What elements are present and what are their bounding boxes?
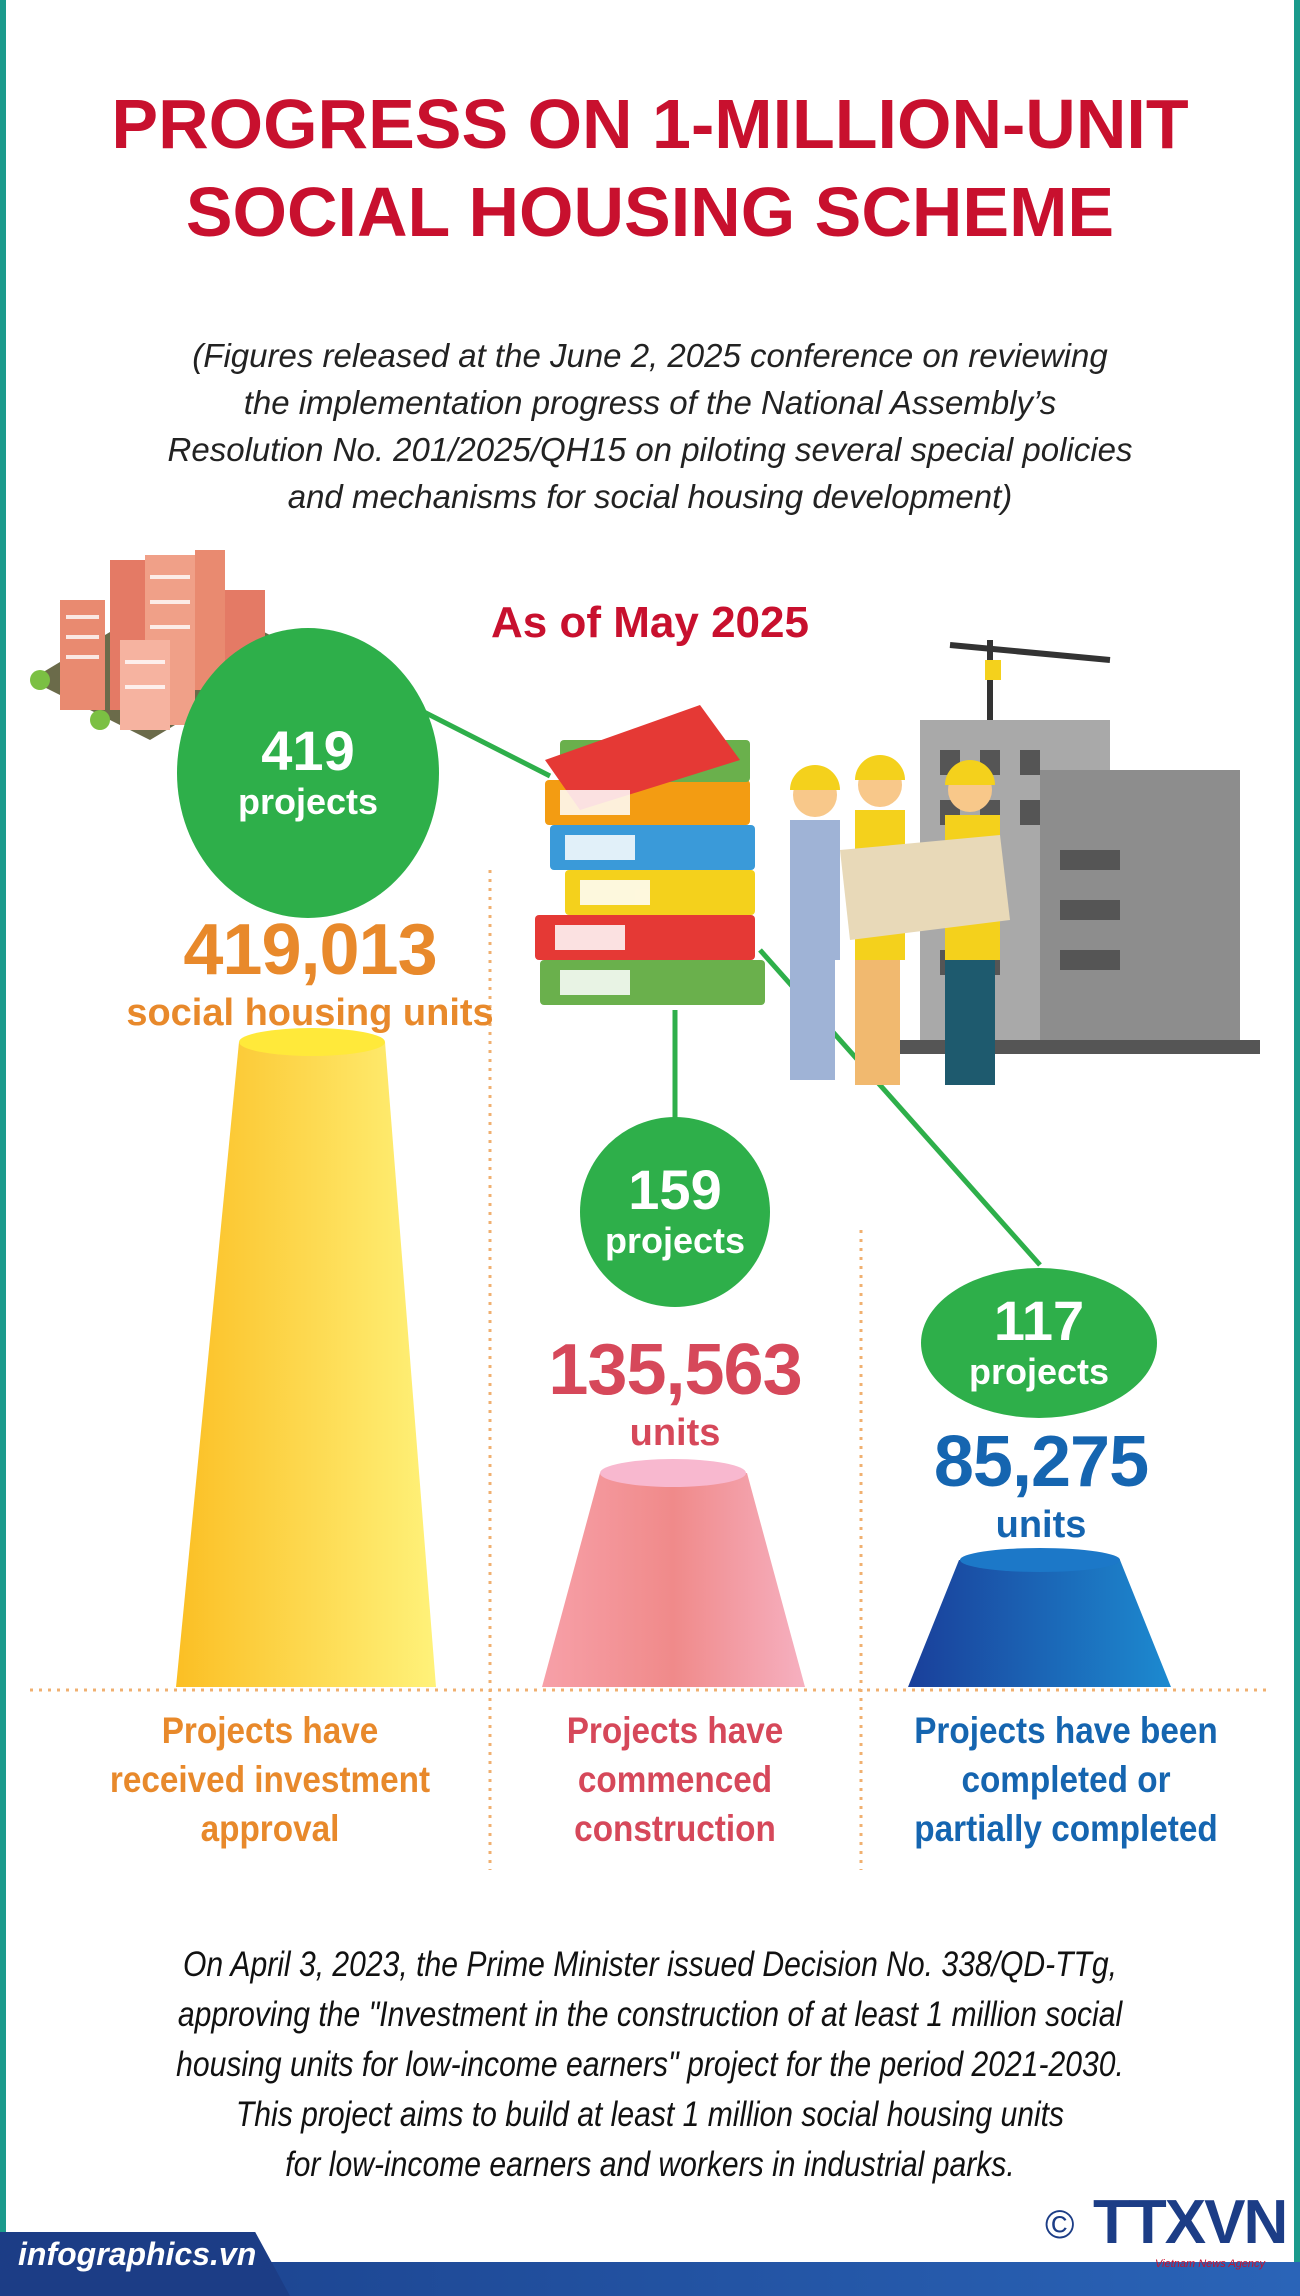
- footer-tab: [0, 2232, 290, 2296]
- subtitle-line: Resolution No. 201/2025/QH15 on piloting…: [167, 431, 1133, 468]
- stage-approved-label: Projects have received investment approv…: [40, 1706, 500, 1853]
- bubble-commenced-projects: 159 projects: [580, 1117, 770, 1307]
- subtitle-line: (Figures released at the June 2, 2025 co…: [192, 337, 1108, 374]
- label-line: Projects have: [161, 1710, 379, 1751]
- projects-label: projects: [968, 1351, 1110, 1392]
- units-label: units: [995, 1504, 1087, 1546]
- units-value: 135,563: [548, 1330, 802, 1410]
- stage-completed-label: Projects have been completed or partiall…: [861, 1706, 1271, 1853]
- cone-completed: [908, 1548, 1171, 1687]
- construction-scene-icon: [790, 640, 1260, 1085]
- label-line: approval: [200, 1808, 340, 1849]
- dotted-separators: [30, 870, 1270, 1870]
- footnote-line: for low-income earners and workers in in…: [285, 2145, 1015, 2184]
- footnote-paragraph: On April 3, 2023, the Prime Minister iss…: [0, 1940, 1300, 2190]
- stage-commenced-label: Projects have commenced construction: [490, 1706, 860, 1853]
- label-line: completed or: [961, 1759, 1171, 1800]
- label-line: commenced: [577, 1759, 773, 1800]
- bubble-approved-projects: 419 projects: [177, 628, 439, 918]
- footnote-line: approving the "Investment in the constru…: [177, 1995, 1123, 2034]
- subtitle-line: the implementation progress of the Natio…: [243, 384, 1057, 421]
- cone-commenced-construction: [542, 1459, 805, 1687]
- ttxvn-logo: © TTXVN Vietnam News Agency: [1045, 2188, 1288, 2290]
- title-line-1: PROGRESS ON 1-MILLION-UNIT: [111, 85, 1189, 163]
- footnote-line: On April 3, 2023, the Prime Minister iss…: [182, 1945, 1118, 1984]
- label-line: construction: [574, 1808, 776, 1849]
- subtitle: (Figures released at the June 2, 2025 co…: [0, 332, 1300, 520]
- subtitle-line: and mechanisms for social housing develo…: [287, 478, 1013, 515]
- title-line-2: SOCIAL HOUSING SCHEME: [185, 173, 1115, 251]
- footnote-line: This project aims to build at least 1 mi…: [235, 2095, 1065, 2134]
- stage-completed-units: 85,275 units: [861, 1422, 1221, 1548]
- as-of-date: As of May 2025: [491, 598, 809, 647]
- projects-count: 159: [628, 1158, 722, 1221]
- cone-investment-approval: [176, 1028, 436, 1687]
- label-line: partially completed: [914, 1808, 1218, 1849]
- label-line: received investment: [109, 1759, 431, 1800]
- site-link[interactable]: infographics.vn: [18, 2236, 257, 2272]
- page-title: PROGRESS ON 1-MILLION-UNIT SOCIAL HOUSIN…: [0, 80, 1300, 256]
- logo-text: TTXVN: [1093, 2188, 1288, 2257]
- footnote-line: housing units for low-income earners" pr…: [176, 2045, 1124, 2084]
- stage-commenced-units: 135,563 units: [490, 1330, 860, 1456]
- binder-stack-icon: [535, 705, 765, 1005]
- projects-label: projects: [604, 1220, 746, 1261]
- units-label: social housing units: [126, 992, 494, 1034]
- units-value: 85,275: [933, 1422, 1149, 1502]
- bubble-completed-projects: 117 projects: [921, 1268, 1157, 1418]
- label-line: Projects have: [566, 1710, 784, 1751]
- label-line: Projects have been: [914, 1710, 1218, 1751]
- stage-approved-units: 419,013 social housing units: [40, 910, 580, 1036]
- logo-subtext: Vietnam News Agency: [1155, 2258, 1266, 2270]
- units-value: 419,013: [183, 910, 437, 990]
- projects-label: projects: [237, 781, 379, 822]
- copyright-icon: ©: [1045, 2203, 1075, 2247]
- projects-count: 419: [261, 719, 355, 782]
- projects-count: 117: [993, 1289, 1085, 1352]
- units-label: units: [629, 1412, 721, 1454]
